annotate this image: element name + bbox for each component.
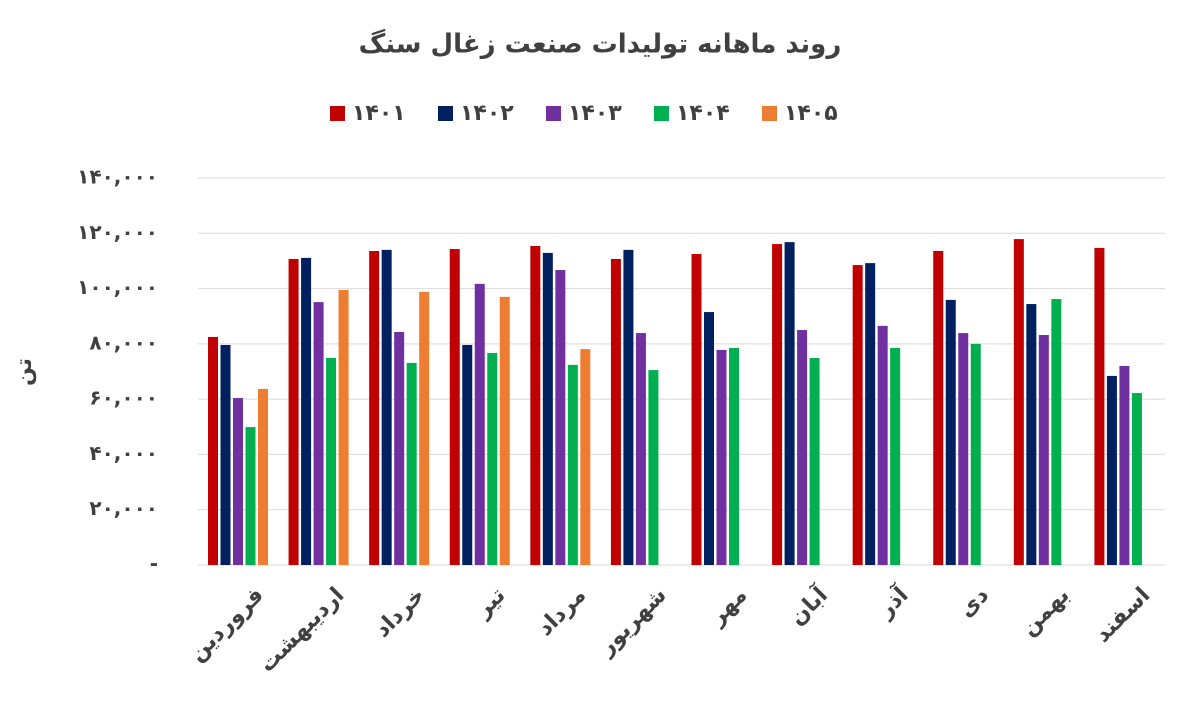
- bar: [1026, 304, 1037, 565]
- x-tick-label: خرداد: [370, 583, 430, 643]
- legend-swatch: [330, 106, 345, 121]
- bar: [580, 349, 591, 565]
- legend-label: ۱۴۰۵: [784, 101, 838, 126]
- legend-swatch: [438, 106, 453, 121]
- bar: [220, 344, 231, 565]
- legend-swatch: [654, 106, 669, 121]
- bar: [301, 257, 312, 565]
- x-tick-label: آذر: [871, 580, 914, 623]
- y-tick-label: -: [150, 552, 158, 576]
- bar: [1038, 335, 1049, 565]
- x-tick-label: شهریور: [594, 583, 672, 661]
- y-tick-label: ۲۰,۰۰۰: [89, 496, 158, 520]
- bar: [945, 299, 956, 565]
- bar: [542, 252, 553, 565]
- legend-swatch: [546, 106, 561, 121]
- legend-swatch: [762, 106, 777, 121]
- bar: [258, 388, 268, 565]
- y-axis-label: تن: [12, 358, 37, 386]
- bar: [313, 302, 324, 565]
- bar: [530, 246, 541, 565]
- bar: [610, 258, 621, 565]
- bar: [499, 296, 510, 565]
- bar: [326, 357, 337, 565]
- bar: [970, 343, 981, 565]
- bar: [933, 250, 944, 565]
- bar: [1051, 299, 1062, 565]
- x-tick-label: دی: [954, 583, 994, 623]
- legend-label: ۱۴۰۱: [352, 101, 406, 126]
- bar: [1119, 365, 1130, 565]
- bar: [877, 325, 888, 565]
- x-tick-label: بهمن: [1016, 583, 1074, 641]
- bar: [288, 258, 299, 565]
- bar: [890, 348, 901, 565]
- bar: [784, 242, 795, 566]
- x-tick-label: تیر: [470, 583, 510, 623]
- bar: [958, 333, 969, 565]
- bar: [369, 250, 380, 565]
- y-tick-label: ۶۰,۰۰۰: [89, 386, 158, 410]
- bar: [852, 265, 863, 565]
- bar: [648, 370, 659, 565]
- x-tick-label: آبان: [783, 580, 833, 630]
- y-tick-label: ۱۰۰,۰۰۰: [77, 275, 158, 299]
- bar: [449, 249, 460, 565]
- y-tick-label: ۱۲۰,۰۰۰: [77, 220, 158, 244]
- x-tick-label: اردیبهشت: [255, 583, 350, 678]
- bar: [772, 244, 783, 566]
- x-tick-label: مرداد: [533, 583, 591, 641]
- bar: [1094, 247, 1105, 565]
- bar: [245, 427, 256, 565]
- y-tick-label: ۱۴۰,۰۰۰: [77, 165, 158, 189]
- bar: [716, 349, 727, 565]
- legend-label: ۱۴۰۴: [676, 101, 730, 126]
- legend-label: ۱۴۰۲: [460, 101, 514, 126]
- bar: [487, 352, 498, 565]
- bar: [1013, 239, 1024, 566]
- bar: [865, 263, 876, 565]
- bar: [623, 249, 634, 565]
- y-tick-label: ۴۰,۰۰۰: [89, 441, 158, 465]
- legend-label: ۱۴۰۳: [568, 101, 622, 126]
- bar: [1131, 393, 1142, 565]
- bar: [233, 398, 243, 565]
- bar: [704, 312, 714, 565]
- bar: [462, 344, 473, 565]
- bar: [406, 362, 417, 565]
- bar: [567, 364, 578, 565]
- bar: [555, 270, 566, 565]
- bar: [635, 333, 646, 565]
- bar: [208, 336, 218, 565]
- x-tick-label: اسفند: [1090, 583, 1155, 648]
- bar: [809, 357, 820, 565]
- y-tick-label: ۸۰,۰۰۰: [89, 330, 158, 354]
- bar: [691, 254, 702, 565]
- bar: [394, 331, 405, 565]
- bar: [338, 289, 349, 565]
- x-tick-label: فروردین: [185, 583, 269, 667]
- x-tick-label: مهر: [704, 583, 752, 631]
- bar: [474, 283, 485, 565]
- bar: [729, 348, 739, 565]
- bar: [381, 249, 392, 565]
- bar: [1106, 375, 1117, 565]
- bar: [419, 291, 430, 565]
- bar: [797, 330, 808, 565]
- chart-title: روند ماهانه تولیدات صنعت زغال سنگ: [359, 29, 842, 60]
